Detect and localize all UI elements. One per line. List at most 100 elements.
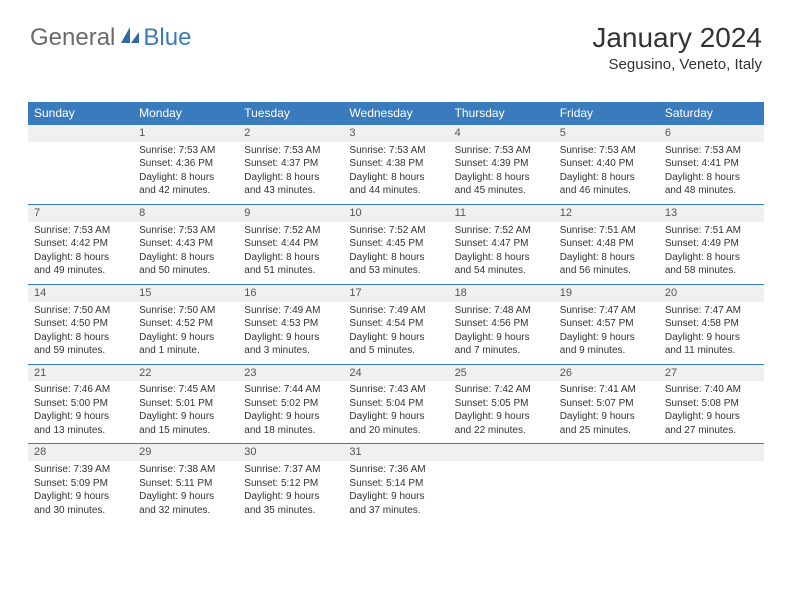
- day-info-row: Sunrise: 7:53 AMSunset: 4:36 PMDaylight:…: [28, 142, 764, 205]
- daylight-text-1: Daylight: 8 hours: [34, 331, 127, 345]
- day-info-cell: Sunrise: 7:44 AMSunset: 5:02 PMDaylight:…: [238, 381, 343, 444]
- sunset-text: Sunset: 4:50 PM: [34, 317, 127, 331]
- sunrise-text: Sunrise: 7:53 AM: [244, 144, 337, 158]
- day-info-cell: Sunrise: 7:53 AMSunset: 4:36 PMDaylight:…: [133, 142, 238, 205]
- sunrise-text: Sunrise: 7:53 AM: [455, 144, 548, 158]
- daylight-text-2: and 35 minutes.: [244, 504, 337, 518]
- day-info-cell: Sunrise: 7:51 AMSunset: 4:48 PMDaylight:…: [554, 222, 659, 285]
- day-number-cell: 5: [554, 125, 659, 142]
- day-number-cell: 24: [343, 364, 448, 381]
- sunset-text: Sunset: 4:58 PM: [665, 317, 758, 331]
- day-number-cell: 16: [238, 284, 343, 301]
- daylight-text-1: Daylight: 9 hours: [244, 410, 337, 424]
- daylight-text-2: and 56 minutes.: [560, 264, 653, 278]
- day-number-cell: [554, 444, 659, 461]
- sunset-text: Sunset: 5:05 PM: [455, 397, 548, 411]
- day-info-cell: Sunrise: 7:53 AMSunset: 4:41 PMDaylight:…: [659, 142, 764, 205]
- day-number-cell: 19: [554, 284, 659, 301]
- day-number-cell: 17: [343, 284, 448, 301]
- day-info-cell: Sunrise: 7:49 AMSunset: 4:54 PMDaylight:…: [343, 302, 448, 365]
- day-number-cell: 4: [449, 125, 554, 142]
- day-number-cell: 7: [28, 204, 133, 221]
- daylight-text-1: Daylight: 9 hours: [244, 490, 337, 504]
- day-info-cell: [659, 461, 764, 523]
- sunset-text: Sunset: 4:47 PM: [455, 237, 548, 251]
- sunrise-text: Sunrise: 7:51 AM: [560, 224, 653, 238]
- day-info-cell: Sunrise: 7:50 AMSunset: 4:52 PMDaylight:…: [133, 302, 238, 365]
- daylight-text-1: Daylight: 9 hours: [560, 331, 653, 345]
- daylight-text-1: Daylight: 8 hours: [349, 171, 442, 185]
- daylight-text-2: and 43 minutes.: [244, 184, 337, 198]
- daylight-text-1: Daylight: 9 hours: [139, 410, 232, 424]
- sunrise-text: Sunrise: 7:51 AM: [665, 224, 758, 238]
- day-info-cell: Sunrise: 7:53 AMSunset: 4:38 PMDaylight:…: [343, 142, 448, 205]
- daylight-text-2: and 18 minutes.: [244, 424, 337, 438]
- day-info-cell: Sunrise: 7:48 AMSunset: 4:56 PMDaylight:…: [449, 302, 554, 365]
- logo-sail-icon: [119, 24, 141, 52]
- day-info-cell: [554, 461, 659, 523]
- day-number-cell: 20: [659, 284, 764, 301]
- sunrise-text: Sunrise: 7:46 AM: [34, 383, 127, 397]
- day-number-cell: 10: [343, 204, 448, 221]
- daylight-text-1: Daylight: 8 hours: [560, 251, 653, 265]
- day-number-cell: 13: [659, 204, 764, 221]
- sunrise-text: Sunrise: 7:53 AM: [349, 144, 442, 158]
- day-info-cell: Sunrise: 7:51 AMSunset: 4:49 PMDaylight:…: [659, 222, 764, 285]
- sunrise-text: Sunrise: 7:49 AM: [244, 304, 337, 318]
- day-info-cell: Sunrise: 7:41 AMSunset: 5:07 PMDaylight:…: [554, 381, 659, 444]
- daylight-text-2: and 15 minutes.: [139, 424, 232, 438]
- sunrise-text: Sunrise: 7:44 AM: [244, 383, 337, 397]
- day-number-cell: 30: [238, 444, 343, 461]
- weekday-header: Thursday: [449, 102, 554, 125]
- daylight-text-2: and 9 minutes.: [560, 344, 653, 358]
- sunset-text: Sunset: 5:00 PM: [34, 397, 127, 411]
- sunset-text: Sunset: 5:09 PM: [34, 477, 127, 491]
- day-number-cell: [449, 444, 554, 461]
- sunset-text: Sunset: 4:37 PM: [244, 157, 337, 171]
- day-number-cell: 23: [238, 364, 343, 381]
- daylight-text-1: Daylight: 9 hours: [455, 410, 548, 424]
- daylight-text-1: Daylight: 9 hours: [665, 410, 758, 424]
- daylight-text-1: Daylight: 9 hours: [244, 331, 337, 345]
- day-number-cell: 1: [133, 125, 238, 142]
- daylight-text-2: and 3 minutes.: [244, 344, 337, 358]
- daylight-text-2: and 13 minutes.: [34, 424, 127, 438]
- sunset-text: Sunset: 4:40 PM: [560, 157, 653, 171]
- daylight-text-2: and 27 minutes.: [665, 424, 758, 438]
- sunrise-text: Sunrise: 7:38 AM: [139, 463, 232, 477]
- day-number-row: 21222324252627: [28, 364, 764, 381]
- day-number-cell: 25: [449, 364, 554, 381]
- daylight-text-2: and 44 minutes.: [349, 184, 442, 198]
- sunrise-text: Sunrise: 7:47 AM: [560, 304, 653, 318]
- daylight-text-1: Daylight: 8 hours: [34, 251, 127, 265]
- weekday-header: Monday: [133, 102, 238, 125]
- day-info-cell: Sunrise: 7:50 AMSunset: 4:50 PMDaylight:…: [28, 302, 133, 365]
- day-info-cell: Sunrise: 7:53 AMSunset: 4:39 PMDaylight:…: [449, 142, 554, 205]
- sunrise-text: Sunrise: 7:52 AM: [244, 224, 337, 238]
- daylight-text-2: and 50 minutes.: [139, 264, 232, 278]
- daylight-text-2: and 5 minutes.: [349, 344, 442, 358]
- day-number-cell: 28: [28, 444, 133, 461]
- day-info-cell: Sunrise: 7:53 AMSunset: 4:43 PMDaylight:…: [133, 222, 238, 285]
- sunset-text: Sunset: 4:38 PM: [349, 157, 442, 171]
- sunrise-text: Sunrise: 7:50 AM: [34, 304, 127, 318]
- sunset-text: Sunset: 4:53 PM: [244, 317, 337, 331]
- sunset-text: Sunset: 4:56 PM: [455, 317, 548, 331]
- day-number-row: 14151617181920: [28, 284, 764, 301]
- calendar-body: 123456Sunrise: 7:53 AMSunset: 4:36 PMDay…: [28, 125, 764, 524]
- daylight-text-2: and 51 minutes.: [244, 264, 337, 278]
- sunrise-text: Sunrise: 7:39 AM: [34, 463, 127, 477]
- daylight-text-2: and 54 minutes.: [455, 264, 548, 278]
- day-number-cell: 26: [554, 364, 659, 381]
- daylight-text-2: and 22 minutes.: [455, 424, 548, 438]
- sunset-text: Sunset: 5:01 PM: [139, 397, 232, 411]
- day-info-cell: Sunrise: 7:52 AMSunset: 4:44 PMDaylight:…: [238, 222, 343, 285]
- daylight-text-2: and 1 minute.: [139, 344, 232, 358]
- daylight-text-2: and 46 minutes.: [560, 184, 653, 198]
- daylight-text-1: Daylight: 8 hours: [455, 251, 548, 265]
- daylight-text-1: Daylight: 9 hours: [349, 490, 442, 504]
- daylight-text-1: Daylight: 9 hours: [560, 410, 653, 424]
- sunrise-text: Sunrise: 7:43 AM: [349, 383, 442, 397]
- weekday-row: SundayMondayTuesdayWednesdayThursdayFrid…: [28, 102, 764, 125]
- sunrise-text: Sunrise: 7:53 AM: [34, 224, 127, 238]
